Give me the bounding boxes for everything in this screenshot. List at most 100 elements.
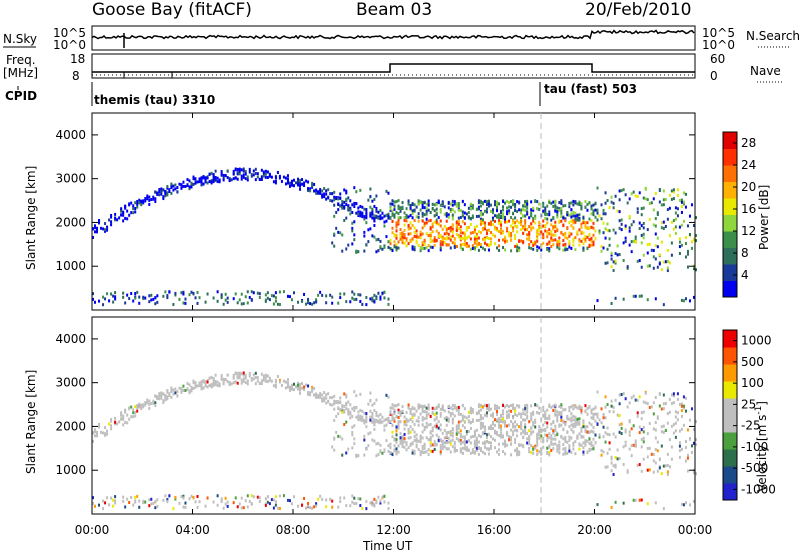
power-cell <box>238 167 241 171</box>
power-cell <box>132 204 135 208</box>
velocity-cell <box>646 402 649 406</box>
velocity-cell <box>554 442 557 446</box>
velocity-cell <box>568 446 571 450</box>
velocity-cell <box>309 391 312 395</box>
velocity-cell <box>510 428 513 432</box>
power-cell <box>114 216 117 220</box>
velocity-cell <box>548 444 551 448</box>
velocity-cell <box>461 424 464 428</box>
velocity-cell <box>600 449 603 453</box>
power-cell <box>692 237 695 241</box>
velocity-cell <box>471 418 474 422</box>
x-tick-label: 00:00 <box>75 523 110 537</box>
power-cell <box>546 231 549 235</box>
velocity-cell <box>443 445 446 449</box>
velocity-cell <box>383 428 386 432</box>
power-cell <box>130 291 133 295</box>
power-cell <box>429 245 432 249</box>
power-cell <box>305 179 308 183</box>
velocity-cell <box>395 437 398 441</box>
power-cell <box>676 188 679 192</box>
power-cell <box>522 208 525 212</box>
power-cell <box>479 243 482 247</box>
velocity-cell <box>580 426 583 430</box>
power-cell <box>576 230 579 234</box>
y-tick-label: 3000 <box>55 172 86 186</box>
power-cell <box>417 215 420 219</box>
velocity-cell <box>524 418 527 422</box>
power-cell <box>449 238 452 242</box>
velocity-cell <box>500 418 503 422</box>
y-tick-label: 3000 <box>55 376 86 390</box>
power-cell <box>190 183 193 187</box>
velocity-cell <box>510 453 513 457</box>
velocity-cell <box>365 415 368 419</box>
velocity-cell <box>164 494 167 498</box>
power-cell <box>353 292 356 296</box>
power-cell <box>564 245 567 249</box>
power-cell <box>248 170 251 174</box>
velocity-cell <box>455 408 458 412</box>
power-cell <box>494 200 496 204</box>
power-cell <box>134 292 137 296</box>
power-cell <box>578 228 581 232</box>
velocity-cell <box>506 414 509 418</box>
velocity-cell <box>200 380 203 384</box>
velocity-cell <box>590 447 593 451</box>
velocity-cell <box>429 449 432 453</box>
velocity-cell <box>202 380 205 384</box>
power-cell <box>548 240 551 244</box>
power-cell <box>260 177 263 181</box>
power-cell <box>622 188 625 192</box>
power-cell <box>498 216 501 220</box>
power-cell <box>174 291 177 295</box>
power-cell <box>624 236 627 240</box>
power-cell <box>518 221 521 225</box>
power-cell <box>299 181 302 185</box>
power-cell <box>461 236 464 240</box>
velocity-cell <box>349 412 352 416</box>
velocity-cell <box>662 407 665 411</box>
velocity-cell <box>459 429 462 433</box>
velocity-cell <box>690 444 693 448</box>
power-cell <box>612 260 615 264</box>
velocity-cell <box>431 434 434 438</box>
power-cell <box>441 240 444 244</box>
velocity-cell <box>512 404 515 408</box>
velocity-cell <box>582 425 585 429</box>
power-cell <box>429 226 432 230</box>
velocity-cell <box>254 371 257 375</box>
velocity-cell <box>212 381 215 385</box>
velocity-cell <box>596 503 599 507</box>
power-cell <box>411 247 414 251</box>
velocity-cell <box>391 415 394 419</box>
velocity-cell <box>602 435 605 439</box>
power-cell <box>365 221 368 225</box>
colorbar-swatch <box>723 214 737 232</box>
velocity-cell <box>640 437 643 441</box>
velocity-cell <box>520 412 523 416</box>
power-cell <box>297 183 300 187</box>
velocity-cell <box>393 419 396 423</box>
velocity-cell <box>192 379 195 383</box>
velocity-cell <box>303 388 306 392</box>
power-cell <box>640 241 643 245</box>
velocity-cell <box>544 428 547 432</box>
velocity-cell <box>345 420 348 424</box>
power-cell <box>286 177 289 181</box>
power-cell <box>570 224 573 228</box>
power-cell <box>196 291 199 295</box>
power-cell <box>447 201 450 205</box>
velocity-cell <box>383 500 386 504</box>
power-cell <box>411 216 414 220</box>
power-cell <box>463 243 466 247</box>
power-cell <box>212 177 215 181</box>
power-cell <box>325 294 328 298</box>
velocity-cell <box>475 446 478 450</box>
velocity-cell <box>526 403 529 407</box>
velocity-cell <box>489 435 492 439</box>
power-cell <box>542 232 545 236</box>
velocity-cell <box>353 502 356 506</box>
power-cell <box>399 228 402 232</box>
power-cell <box>393 213 396 217</box>
